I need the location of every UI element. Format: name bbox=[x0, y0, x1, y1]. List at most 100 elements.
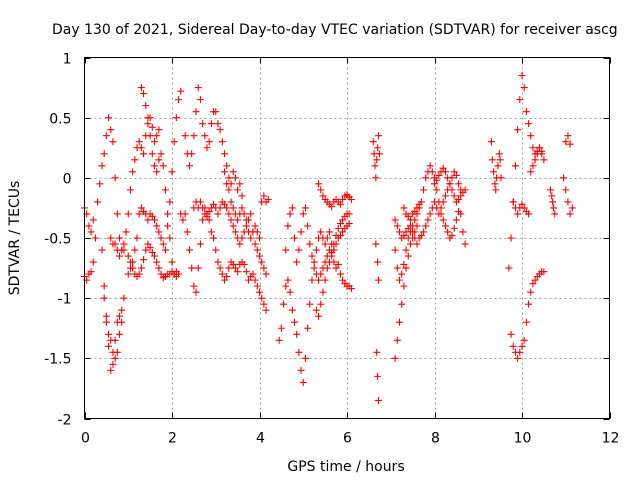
data-point bbox=[490, 168, 498, 176]
data-point bbox=[256, 252, 263, 260]
data-point bbox=[177, 87, 185, 95]
data-point bbox=[105, 330, 113, 338]
series-s28 bbox=[546, 186, 559, 218]
data-point bbox=[122, 228, 130, 236]
data-point bbox=[509, 342, 517, 350]
data-point bbox=[181, 210, 189, 218]
data-point bbox=[264, 195, 272, 203]
data-point bbox=[223, 273, 231, 281]
data-point bbox=[527, 132, 535, 140]
data-point bbox=[315, 276, 323, 284]
data-point bbox=[151, 252, 158, 260]
series-s16 bbox=[315, 180, 355, 211]
data-point bbox=[161, 246, 169, 254]
y-tick-label: -0.5 bbox=[44, 232, 71, 248]
data-point bbox=[153, 222, 161, 230]
data-point bbox=[459, 228, 467, 236]
data-point bbox=[137, 204, 145, 212]
data-point bbox=[444, 174, 452, 182]
data-point bbox=[192, 108, 200, 116]
data-point bbox=[102, 312, 110, 320]
data-point bbox=[166, 234, 174, 242]
data-point bbox=[203, 212, 211, 220]
data-point bbox=[373, 348, 381, 356]
data-point bbox=[301, 354, 309, 362]
data-point bbox=[488, 156, 496, 164]
data-point bbox=[214, 258, 222, 266]
x-tick-label: 4 bbox=[256, 431, 265, 447]
data-point bbox=[308, 252, 316, 260]
data-point bbox=[166, 198, 174, 206]
data-point bbox=[238, 234, 246, 242]
data-point bbox=[304, 222, 312, 230]
data-point bbox=[328, 248, 336, 256]
data-point bbox=[256, 288, 263, 296]
data-point bbox=[142, 102, 150, 110]
data-point bbox=[308, 276, 316, 284]
data-point bbox=[280, 300, 288, 308]
data-point bbox=[402, 246, 410, 254]
data-point bbox=[417, 232, 425, 240]
data-point bbox=[444, 228, 452, 236]
data-point bbox=[431, 198, 438, 206]
data-point bbox=[420, 186, 428, 194]
data-point bbox=[433, 186, 441, 194]
data-point bbox=[89, 258, 97, 266]
data-point bbox=[306, 300, 314, 308]
data-point bbox=[216, 204, 224, 212]
data-point bbox=[413, 204, 421, 212]
data-point bbox=[210, 200, 218, 208]
data-point bbox=[129, 264, 137, 272]
data-point bbox=[284, 276, 292, 284]
data-point bbox=[538, 150, 546, 158]
data-point bbox=[406, 216, 414, 224]
data-point bbox=[113, 210, 121, 218]
grid bbox=[84, 57, 610, 419]
data-point bbox=[374, 372, 382, 380]
data-point bbox=[181, 132, 189, 140]
data-point bbox=[402, 228, 410, 236]
data-point bbox=[315, 312, 323, 320]
data-point bbox=[137, 264, 145, 272]
data-point bbox=[441, 192, 449, 200]
series-s20 bbox=[391, 222, 421, 362]
data-point bbox=[540, 156, 548, 164]
data-point bbox=[568, 204, 576, 212]
data-point bbox=[511, 162, 519, 170]
data-point bbox=[126, 186, 134, 194]
data-point bbox=[221, 200, 228, 208]
data-point bbox=[229, 168, 237, 176]
data-point bbox=[240, 210, 248, 218]
data-point bbox=[116, 252, 123, 260]
series-s4 bbox=[100, 294, 128, 362]
data-point bbox=[87, 228, 95, 236]
series-s29 bbox=[560, 132, 576, 218]
data-point bbox=[415, 200, 423, 208]
data-point bbox=[326, 228, 333, 236]
data-point bbox=[253, 228, 261, 236]
data-point bbox=[164, 222, 172, 230]
data-point bbox=[441, 168, 449, 176]
data-point bbox=[435, 210, 443, 218]
data-point bbox=[409, 234, 417, 242]
data-point bbox=[531, 156, 539, 164]
data-point bbox=[319, 192, 327, 200]
data-point bbox=[116, 234, 123, 242]
data-point bbox=[326, 258, 333, 266]
data-point bbox=[194, 84, 202, 92]
data-point bbox=[148, 150, 156, 158]
series-s17 bbox=[369, 132, 383, 404]
x-tick-label: 12 bbox=[602, 431, 620, 447]
data-point bbox=[529, 280, 537, 288]
data-point bbox=[566, 210, 574, 218]
data-point bbox=[113, 348, 121, 356]
data-point bbox=[144, 120, 152, 128]
data-point bbox=[124, 252, 132, 260]
series-s2 bbox=[81, 204, 97, 236]
y-tick-label: -1.5 bbox=[44, 352, 71, 368]
data-point bbox=[260, 264, 268, 272]
data-point bbox=[400, 232, 408, 240]
data-point bbox=[144, 114, 152, 122]
data-point bbox=[214, 210, 222, 218]
data-point bbox=[199, 120, 207, 128]
